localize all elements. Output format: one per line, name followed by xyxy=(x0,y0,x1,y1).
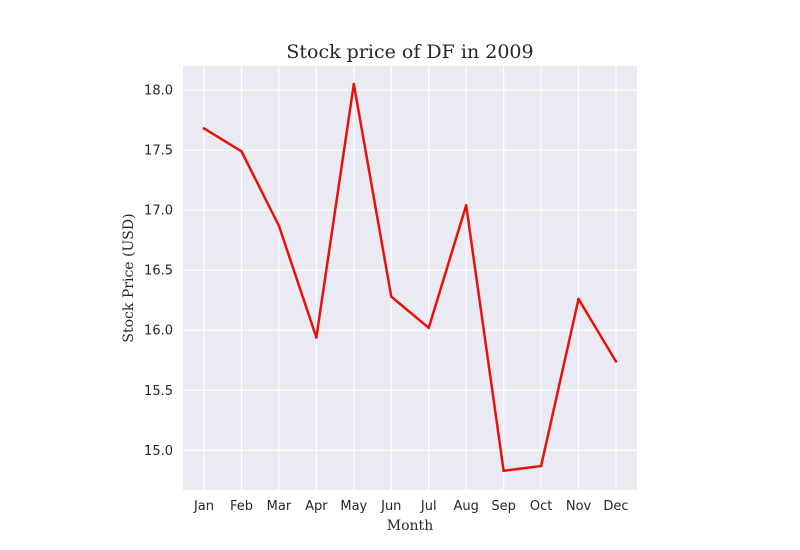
x-tick-label: Jun xyxy=(380,499,401,514)
y-tick-label: 16.5 xyxy=(144,264,173,279)
data-point xyxy=(277,224,281,228)
y-tick-label: 18.0 xyxy=(144,84,173,99)
data-point xyxy=(539,464,543,468)
y-tick-labels: 15.0 15.5 16.0 16.5 17.0 17.5 18.0 xyxy=(144,84,173,459)
y-axis-label: Stock Price (USD) xyxy=(121,213,137,342)
data-point xyxy=(202,127,206,130)
data-point xyxy=(614,360,618,363)
x-tick-labels: Jan Feb Mar Apr May Jun Jul Aug Sep Oct Nov Dec xyxy=(193,499,629,514)
data-point xyxy=(502,469,505,473)
x-tick-label: Oct xyxy=(530,499,552,514)
y-tick-label: 15.5 xyxy=(144,384,173,399)
series-layer xyxy=(202,82,618,473)
x-tick-label: Aug xyxy=(453,499,478,514)
x-tick-label: Sep xyxy=(491,499,516,514)
x-tick-label: Feb xyxy=(230,499,253,514)
x-tick-label: Nov xyxy=(566,499,592,514)
data-point xyxy=(240,149,243,153)
data-point xyxy=(315,336,318,339)
chart-title: Stock price of DF in 2009 xyxy=(286,41,533,63)
y-tick-label: 15.0 xyxy=(144,444,173,459)
y-tick-label: 17.5 xyxy=(144,144,173,159)
y-tick-label: 17.0 xyxy=(144,204,173,219)
data-point xyxy=(577,297,580,301)
data-point xyxy=(464,204,468,207)
grid-layer xyxy=(183,66,637,490)
x-tick-label: Jan xyxy=(193,499,214,514)
y-tick-label: 16.0 xyxy=(144,324,173,339)
x-tick-label: Jul xyxy=(420,499,437,514)
series-line xyxy=(203,82,618,473)
data-point xyxy=(427,326,431,330)
x-tick-label: May xyxy=(340,499,367,514)
x-tick-label: Apr xyxy=(305,499,328,514)
x-tick-label: Mar xyxy=(267,499,292,514)
data-point xyxy=(352,82,356,86)
x-axis-label: Month xyxy=(387,518,433,534)
x-tick-label: Dec xyxy=(603,499,628,514)
data-point xyxy=(389,295,393,298)
plot-area xyxy=(183,66,637,490)
